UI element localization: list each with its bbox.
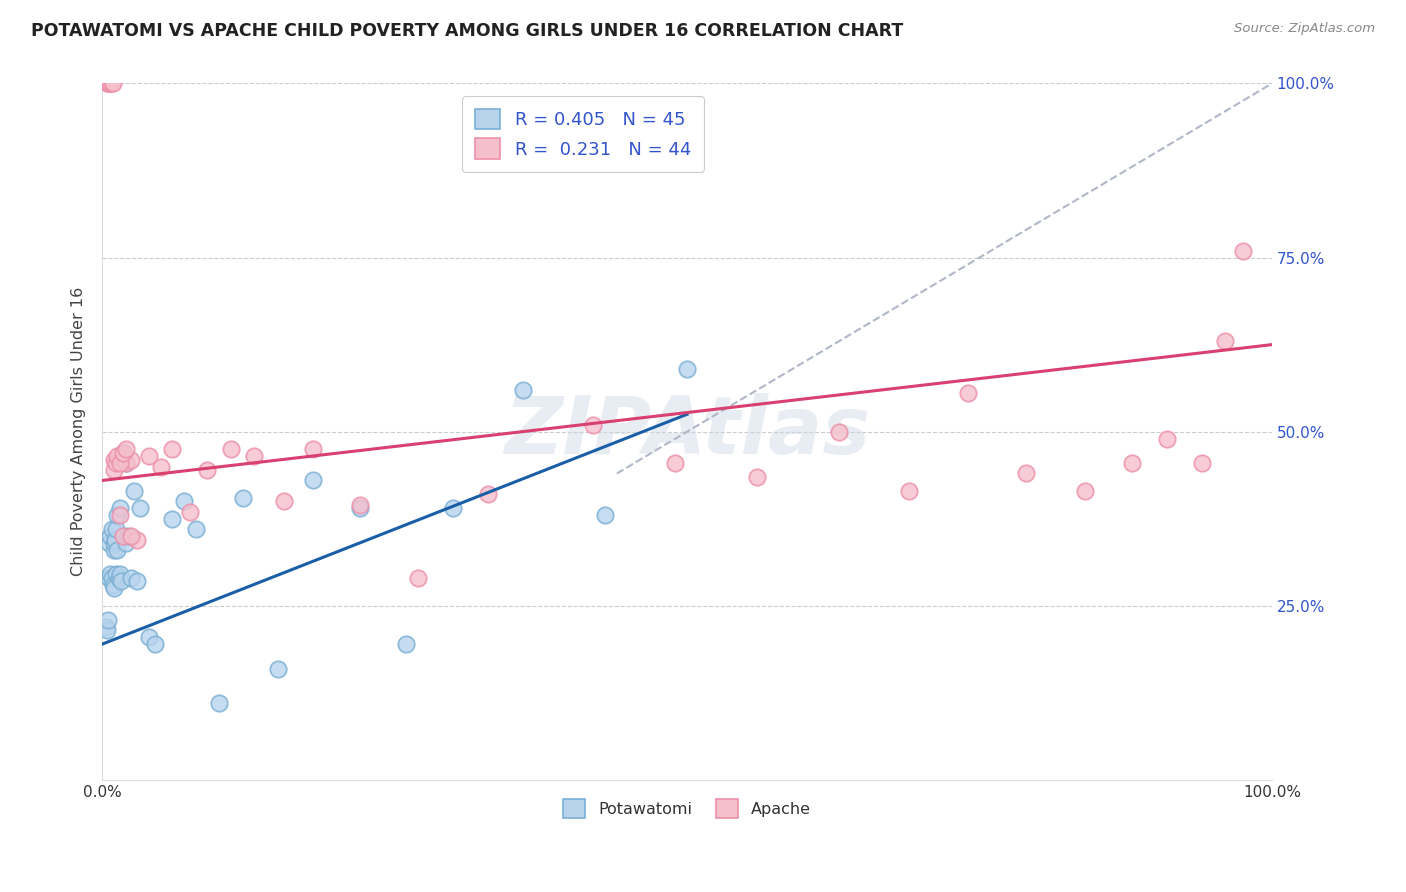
Point xyxy=(96,624,118,638)
Point xyxy=(114,456,136,470)
Point xyxy=(676,362,699,376)
Point xyxy=(1156,432,1178,446)
Point xyxy=(349,501,371,516)
Point xyxy=(1121,456,1143,470)
Point xyxy=(100,529,122,543)
Point xyxy=(127,533,149,547)
Point xyxy=(1213,334,1236,348)
Point xyxy=(219,442,242,456)
Point xyxy=(747,470,769,484)
Point xyxy=(273,494,295,508)
Point xyxy=(101,77,124,91)
Point xyxy=(173,494,195,508)
Point xyxy=(103,463,125,477)
Point xyxy=(105,456,128,470)
Point xyxy=(828,425,851,439)
Point xyxy=(1232,244,1254,258)
Point xyxy=(114,442,136,456)
Point xyxy=(138,630,160,644)
Point xyxy=(105,522,128,536)
Point xyxy=(104,533,127,547)
Point xyxy=(149,459,172,474)
Point xyxy=(120,529,142,543)
Point xyxy=(98,536,121,550)
Text: ZIPAtlas: ZIPAtlas xyxy=(503,392,870,471)
Point xyxy=(406,571,429,585)
Point xyxy=(138,449,160,463)
Point xyxy=(107,543,129,558)
Point xyxy=(94,620,117,634)
Point xyxy=(100,77,122,91)
Point xyxy=(1015,467,1038,481)
Point xyxy=(108,567,131,582)
Point xyxy=(127,574,149,589)
Point xyxy=(98,571,121,585)
Point xyxy=(197,463,219,477)
Point xyxy=(96,77,118,91)
Point xyxy=(107,508,129,523)
Point xyxy=(108,456,131,470)
Point xyxy=(103,582,125,596)
Point xyxy=(97,613,120,627)
Legend: Potawatomi, Apache: Potawatomi, Apache xyxy=(557,793,817,824)
Point xyxy=(114,456,136,470)
Point xyxy=(179,505,201,519)
Point xyxy=(112,445,135,459)
Point xyxy=(266,661,288,675)
Point xyxy=(101,578,124,592)
Point xyxy=(512,383,534,397)
Point xyxy=(243,449,266,463)
Point xyxy=(108,501,131,516)
Point xyxy=(301,474,323,488)
Point xyxy=(395,637,418,651)
Point xyxy=(664,456,686,470)
Point xyxy=(898,483,921,498)
Point xyxy=(593,508,616,523)
Point xyxy=(232,491,254,505)
Point xyxy=(100,567,122,582)
Point xyxy=(477,487,499,501)
Point xyxy=(110,574,132,589)
Point xyxy=(107,449,129,463)
Point xyxy=(162,442,184,456)
Point xyxy=(143,637,166,651)
Point xyxy=(120,571,142,585)
Point xyxy=(100,571,122,585)
Text: Source: ZipAtlas.com: Source: ZipAtlas.com xyxy=(1234,22,1375,36)
Point xyxy=(128,501,150,516)
Point xyxy=(349,498,371,512)
Point xyxy=(162,512,184,526)
Point xyxy=(98,77,121,91)
Point xyxy=(100,522,122,536)
Point xyxy=(105,567,128,582)
Point xyxy=(122,483,145,498)
Point xyxy=(117,529,139,543)
Point xyxy=(1074,483,1097,498)
Point xyxy=(100,77,122,91)
Point xyxy=(184,522,207,536)
Point xyxy=(103,452,125,467)
Point xyxy=(114,536,136,550)
Point xyxy=(956,386,979,401)
Point xyxy=(112,445,135,459)
Point xyxy=(441,501,464,516)
Point xyxy=(1191,456,1213,470)
Point xyxy=(108,508,131,523)
Point xyxy=(97,77,120,91)
Point xyxy=(208,696,231,710)
Point xyxy=(107,571,129,585)
Y-axis label: Child Poverty Among Girls Under 16: Child Poverty Among Girls Under 16 xyxy=(72,287,86,576)
Point xyxy=(582,417,605,432)
Point xyxy=(301,442,323,456)
Text: POTAWATOMI VS APACHE CHILD POVERTY AMONG GIRLS UNDER 16 CORRELATION CHART: POTAWATOMI VS APACHE CHILD POVERTY AMONG… xyxy=(31,22,903,40)
Point xyxy=(103,536,125,550)
Point xyxy=(112,529,135,543)
Point xyxy=(103,543,125,558)
Point xyxy=(120,452,142,467)
